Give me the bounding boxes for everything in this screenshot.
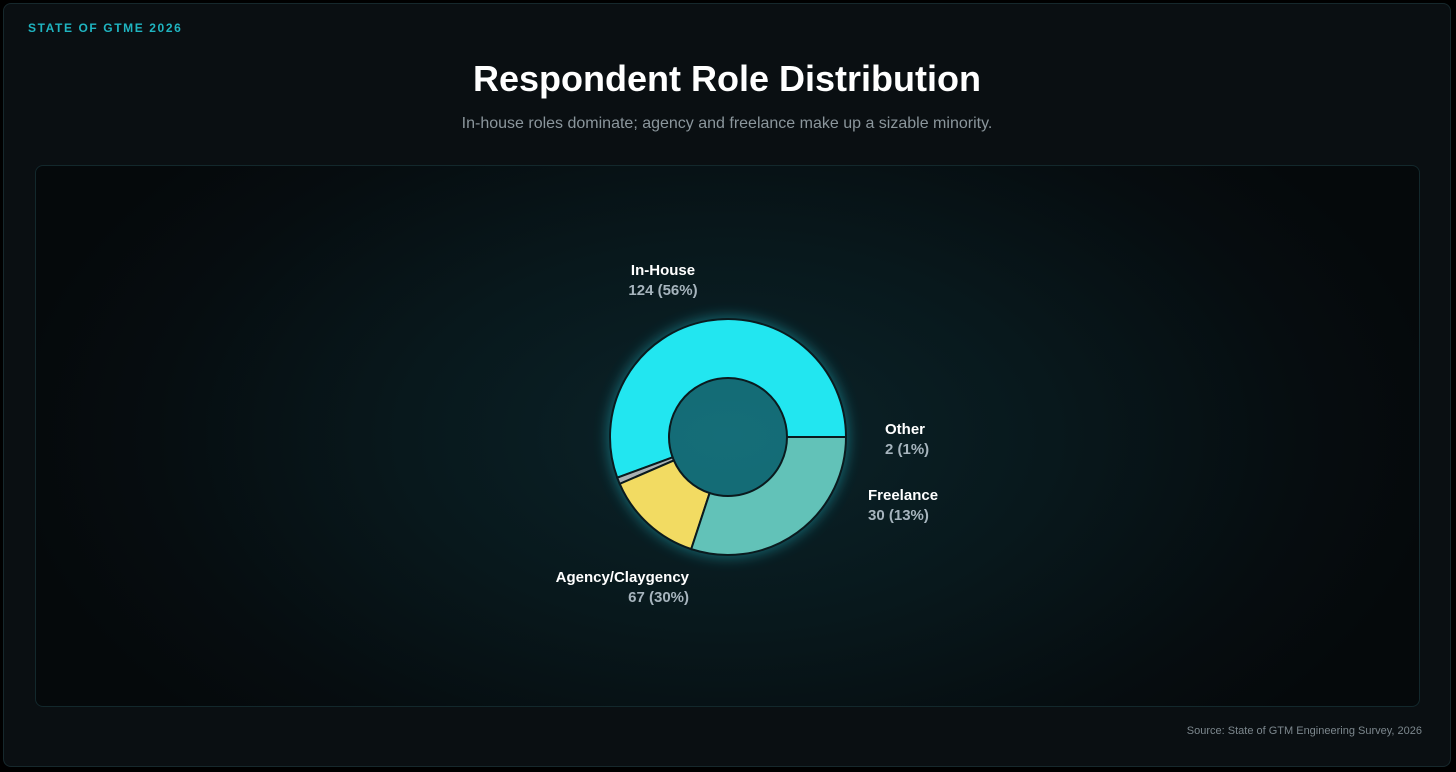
value-label-other: 2 (1%) (885, 441, 929, 458)
donut-chart: In-House 124 (56%) Other 2 (1%) Freelance 30 … (556, 262, 938, 606)
label-agency-claygency: Agency/Claygency (556, 569, 690, 586)
source-note: Source: State of GTM Engineering Survey,… (1186, 725, 1422, 737)
report-eyebrow: STATE OF GTME 2026 (28, 21, 183, 35)
value-label-freelance: 30 (13%) (868, 507, 929, 524)
chart-card: STATE OF GTME 2026 Respondent Role Distr… (3, 3, 1451, 767)
value-label-agency-claygency: 67 (30%) (628, 589, 689, 606)
label-other: Other (885, 421, 925, 438)
slice-in-house[interactable] (609, 318, 848, 479)
label-in-house: In-House (631, 262, 695, 279)
slice-agency-claygency[interactable] (689, 436, 848, 556)
chart-panel: In-House 124 (56%) Other 2 (1%) Freelance 30 … (35, 165, 1420, 707)
chart-title: Respondent Role Distribution (473, 58, 981, 99)
label-freelance: Freelance (868, 487, 938, 504)
value-label-in-house: 124 (56%) (628, 282, 697, 299)
chart-subtitle: In-house roles dominate; agency and free… (461, 115, 993, 132)
